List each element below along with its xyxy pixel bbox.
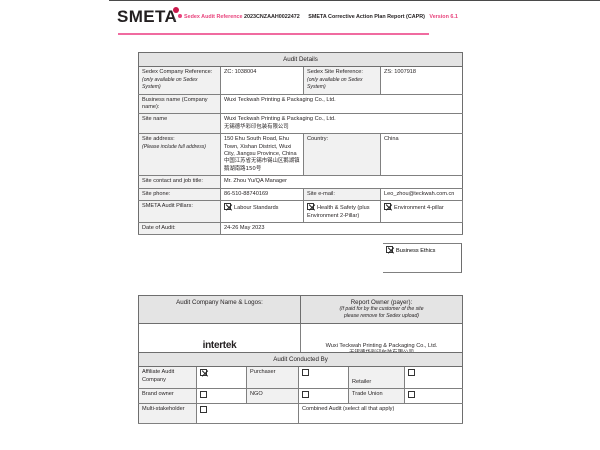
country-label: Country: xyxy=(303,133,381,177)
business-name-label: Business name (Company name): xyxy=(138,93,221,115)
trade-union-checkbox-cell[interactable] xyxy=(403,388,464,404)
header-divider-rule xyxy=(118,33,429,35)
business-name-value[interactable]: Wuxi Teckwah Printing & Packaging Co., L… xyxy=(220,93,463,115)
affiliate-audit-company-label: Affiliate Audit Company xyxy=(138,366,197,390)
table-row: SMETA Audit Pillars: Labour Standards He… xyxy=(138,200,463,223)
ngo-label: NGO xyxy=(246,388,299,404)
report-title: SMETA Corrective Action Plan Report (CAP… xyxy=(308,14,425,20)
trademark-symbol: ® xyxy=(173,17,176,22)
site-name-label: Site name xyxy=(138,113,221,135)
brand-owner-checkbox-icon[interactable] xyxy=(200,391,207,399)
date-of-audit-value[interactable]: 24-26 May 2023 xyxy=(220,221,463,236)
affiliate-audit-company-checkbox-cell[interactable] xyxy=(196,366,247,390)
sedex-site-reference-value[interactable]: ZS: 1007918 xyxy=(380,66,463,95)
site-phone-label: Site phone: xyxy=(138,187,221,202)
table-row: Site name Wuxi Teckwah Printing & Packag… xyxy=(138,113,463,135)
site-email-value[interactable]: Leo_zhou@teckwah.com.cn xyxy=(380,187,463,202)
table-row: Site phone: 86-510-88740169 Site e-mail:… xyxy=(138,187,463,202)
sedex-company-reference-label: Sedex Company Reference: (only available… xyxy=(138,66,221,95)
site-name-value-cjk: 无锡德华彩印包装有限公司 xyxy=(224,123,289,130)
site-contact-label: Site contact and job title: xyxy=(138,175,221,189)
table-row: Business name (Company name): Wuxi Teckw… xyxy=(138,93,463,115)
pillar-environment[interactable]: Environment 4-pillar xyxy=(380,200,463,223)
site-address-note: (Please include full address) xyxy=(142,143,206,150)
multi-stakeholder-checkbox-cell[interactable] xyxy=(196,402,299,424)
report-version: Version 6.1 xyxy=(429,14,458,20)
affiliate-audit-company-checkbox-icon[interactable] xyxy=(200,369,207,377)
pillar-labour-standards-label: Labour Standards xyxy=(234,205,279,212)
brand-owner-checkbox-cell[interactable] xyxy=(196,388,247,404)
retailer-checkbox-icon[interactable] xyxy=(408,369,415,377)
site-contact-value[interactable]: Mr. Zhou Yu/QA Manager xyxy=(220,175,463,189)
smeta-logo-dot-large-icon xyxy=(173,7,179,13)
audit-company-report-owner-table: Audit Company Name & Logos: Report Owner… xyxy=(138,294,463,377)
purchaser-checkbox-cell[interactable] xyxy=(298,366,349,390)
pillar-health-safety-label: Health & Safety (plus Environment 2-Pill… xyxy=(307,205,370,219)
audit-company-header: Audit Company Name & Logos: xyxy=(138,294,301,325)
smeta-audit-pillars-label: SMETA Audit Pillars: xyxy=(138,200,221,223)
report-owner-value: Wuxi Teckwah Printing & Packaging Co., L… xyxy=(325,342,438,349)
purchaser-label: Purchaser xyxy=(246,366,299,390)
pillar-environment-label: Environment 4-pillar xyxy=(394,205,444,212)
site-address-label: Site address: (Please include full addre… xyxy=(138,133,221,177)
combined-audit-label: Combined Audit (select all that apply) xyxy=(297,402,464,424)
site-address-value[interactable]: 150 Ehu South Road, Ehu Town, Xishan Dis… xyxy=(220,133,304,177)
date-of-audit-label: Date of Audit: xyxy=(138,221,221,236)
pillar-business-ethics[interactable]: Business Ethics xyxy=(383,243,462,273)
site-address-value-cjk: 中国江苏省无锡市锡山区鹅湖镇鹅湖南路150号 xyxy=(224,158,300,172)
table-row: Site contact and job title: Mr. Zhou Yu/… xyxy=(138,175,463,189)
audit-conducted-by-section-header: Audit Conducted By xyxy=(137,351,464,368)
site-name-value[interactable]: Wuxi Teckwah Printing & Packaging Co., L… xyxy=(220,113,463,135)
pillar-environment-checkbox-icon[interactable] xyxy=(384,203,391,211)
audit-details-section-header: Audit Details xyxy=(138,51,463,68)
audit-details-table: Audit Details Sedex Company Reference: (… xyxy=(138,51,463,236)
retailer-checkbox-cell[interactable] xyxy=(403,366,464,390)
trade-union-checkbox-icon[interactable] xyxy=(408,391,415,399)
pillar-labour-standards-checkbox-icon[interactable] xyxy=(224,203,231,211)
sedex-audit-reference-value: 2023CNZAAH0022472 xyxy=(244,14,300,20)
table-row: Date of Audit: 24-26 May 2023 xyxy=(138,221,463,236)
sedex-company-reference-value[interactable]: ZC: 1038004 xyxy=(220,66,304,95)
table-row: Audit Company Name & Logos: Report Owner… xyxy=(138,294,463,325)
table-row: Multi-stakeholder Combined Audit (select… xyxy=(138,402,464,424)
ngo-checkbox-icon[interactable] xyxy=(302,391,309,399)
report-owner-note-line2: please remove for Sedex upload) xyxy=(343,313,420,320)
table-row: Audit Conducted By xyxy=(137,351,464,368)
multi-stakeholder-label: Multi-stakeholder xyxy=(138,402,197,424)
table-row: Audit Details xyxy=(138,51,463,68)
smeta-logo: SMETA xyxy=(117,7,178,26)
purchaser-checkbox-icon[interactable] xyxy=(302,369,309,377)
table-row: Sedex Company Reference: (only available… xyxy=(138,66,463,95)
table-row: Brand owner NGO Trade Union xyxy=(138,388,464,404)
company-ref-note: (only available on Sedex System) xyxy=(142,76,198,91)
pillar-health-safety[interactable]: Health & Safety (plus Environment 2-Pill… xyxy=(303,200,381,223)
retailer-label: Retailer xyxy=(348,366,405,390)
site-ref-note: (only available on Sedex System) xyxy=(307,76,363,91)
pillar-business-ethics-label: Business Ethics xyxy=(396,248,436,254)
sedex-audit-reference-label: Sedex Audit Reference xyxy=(184,14,243,20)
multi-stakeholder-checkbox-icon[interactable] xyxy=(200,405,207,413)
pillar-labour-standards[interactable]: Labour Standards xyxy=(220,200,304,223)
country-value[interactable]: China xyxy=(380,133,463,177)
site-email-label: Site e-mail: xyxy=(303,187,381,202)
intertek-logo-wordmark: intertek xyxy=(202,339,237,351)
site-phone-value[interactable]: 86-510-88740169 xyxy=(220,187,304,202)
sedex-site-reference-label: Sedex Site Reference: (only available on… xyxy=(303,66,381,95)
smeta-logo-dot-small-icon xyxy=(178,14,182,18)
pillar-business-ethics-checkbox-icon[interactable] xyxy=(386,246,393,253)
document-header: SMETA ® Sedex Audit Reference 2023CNZAAH… xyxy=(109,0,600,40)
table-row: Site address: (Please include full addre… xyxy=(138,133,463,177)
brand-owner-label: Brand owner xyxy=(138,388,197,404)
header-reference-line: Sedex Audit Reference 2023CNZAAH0022472 … xyxy=(184,13,458,21)
pillar-health-safety-checkbox-icon[interactable] xyxy=(307,203,314,211)
ngo-checkbox-cell[interactable] xyxy=(298,388,349,404)
trade-union-label: Trade Union xyxy=(348,388,405,404)
report-owner-note-line1: (If paid for by the customer of the site xyxy=(339,306,424,313)
audit-conducted-by-table: Audit Conducted By Affiliate Audit Compa… xyxy=(137,351,464,424)
report-owner-header: Report Owner (payer): (If paid for by th… xyxy=(300,294,463,325)
table-row: Affiliate Audit Company Purchaser Retail… xyxy=(138,366,464,390)
